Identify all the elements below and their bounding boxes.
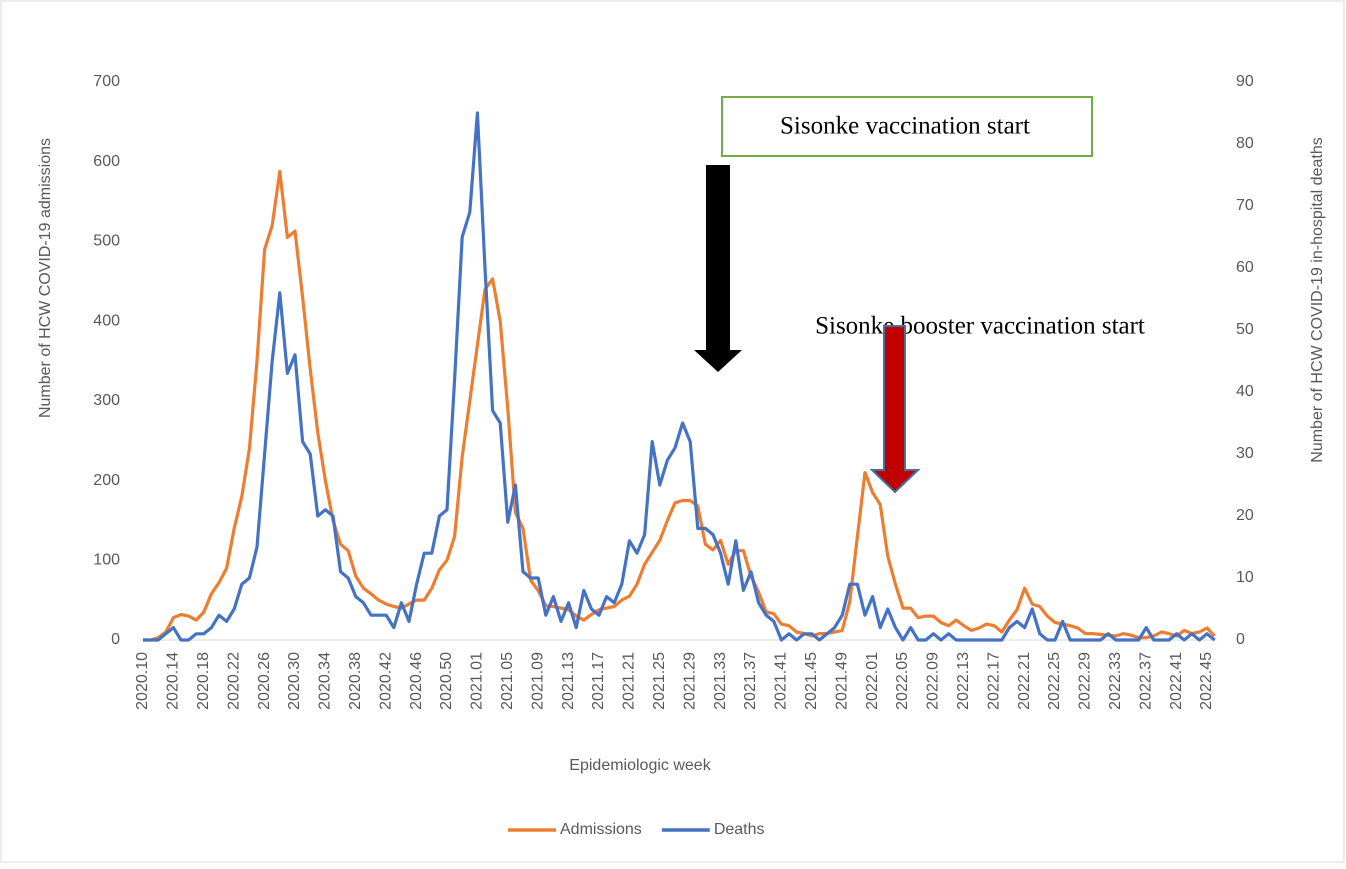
x-tick-label: 2022.05	[894, 652, 911, 710]
x-tick-label: 2021.37	[742, 652, 759, 710]
x-tick-label: 2022.45	[1198, 652, 1215, 710]
y2-tick-label: 10	[1236, 569, 1254, 586]
x-tick-label: 2022.29	[1077, 652, 1094, 710]
x-tick-label: 2021.21	[621, 652, 638, 710]
y2-tick-label: 50	[1236, 321, 1254, 338]
y2-tick-label: 20	[1236, 507, 1254, 524]
y-tick-label: 0	[111, 631, 120, 648]
x-tick-label: 2022.09	[925, 652, 942, 710]
legend: Admissions Deaths	[508, 821, 765, 838]
x-tick-label: 2022.37	[1137, 652, 1154, 710]
x-tick-label: 2021.05	[499, 652, 516, 710]
x-tick-label: 2021.41	[773, 652, 790, 710]
arrow	[869, 325, 921, 494]
x-tick-label: 2022.25	[1046, 652, 1063, 710]
x-tick-label: 2020.50	[438, 652, 455, 710]
x-axis-label: Epidemiologic week	[569, 757, 711, 774]
x-tick-label: 2021.17	[590, 652, 607, 710]
x-tick-label: 2020.18	[195, 652, 212, 710]
x-tick-label: 2020.22	[225, 652, 242, 710]
y2-tick-label: 90	[1236, 73, 1254, 90]
y2-tick-label: 80	[1236, 135, 1254, 152]
y2-tick-label: 70	[1236, 197, 1254, 214]
x-tick-label: 2020.34	[317, 652, 334, 710]
x-tick-label: 2021.25	[651, 652, 668, 710]
x-tick-label: 2021.13	[560, 652, 577, 710]
y-tick-label: 200	[93, 472, 120, 489]
annotation: Sisonke vaccination start	[780, 113, 1030, 140]
x-tick-label: 2022.21	[1016, 652, 1033, 710]
y2-tick-label: 40	[1236, 383, 1254, 400]
y2-tick-label: 30	[1236, 445, 1254, 462]
x-tick-label: 2020.26	[256, 652, 273, 710]
y-tick-label: 300	[93, 392, 120, 409]
y2-axis-label: Number of HCW COVID-19 in-hospital death…	[1309, 137, 1326, 462]
x-tick-label: 2022.17	[985, 652, 1002, 710]
x-tick-label: 2021.29	[681, 652, 698, 710]
x-tick-label: 2020.30	[286, 652, 303, 710]
series-line	[143, 111, 1216, 642]
annotation-box	[721, 96, 1093, 157]
x-tick-label: 2022.01	[864, 652, 881, 710]
y-tick-label: 500	[93, 233, 120, 250]
legend-label: Admissions	[560, 821, 642, 838]
x-tick-label: 2022.33	[1107, 652, 1124, 710]
x-tick-label: 2020.46	[408, 652, 425, 710]
x-tick-label: 2021.33	[712, 652, 729, 710]
y-tick-label: 400	[93, 312, 120, 329]
x-tick-label: 2020.10	[134, 652, 151, 710]
x-tick-label: 2021.01	[469, 652, 486, 710]
x-tick-label: 2022.13	[955, 652, 972, 710]
x-tick-label: 2021.09	[529, 652, 546, 710]
x-tick-label: 2022.41	[1168, 652, 1185, 710]
y2-tick-label: 60	[1236, 259, 1254, 276]
plot-area: 0 100 200 300 400 500 600 700 0 10 20 30 40 50 60 70 80 9…	[93, 73, 1254, 710]
x-tick-label: 2021.49	[833, 652, 850, 710]
x-tick-label: 2020.38	[347, 652, 364, 710]
y-tick-label: 100	[93, 552, 120, 569]
x-tick-label: 2020.14	[165, 652, 182, 710]
annotation: Sisonke booster vaccination start	[815, 313, 1145, 340]
x-tick-label: 2021.45	[803, 652, 820, 710]
x-tick-label: 2020.42	[377, 652, 394, 710]
y-tick-label: 600	[93, 153, 120, 170]
y2-tick-label: 0	[1236, 631, 1245, 648]
arrow	[694, 165, 742, 372]
series-line	[143, 169, 1216, 642]
legend-label: Deaths	[714, 821, 765, 838]
y-axis-label: Number of HCW COVID-19 admissions	[37, 138, 54, 418]
y-tick-label: 700	[93, 73, 120, 90]
